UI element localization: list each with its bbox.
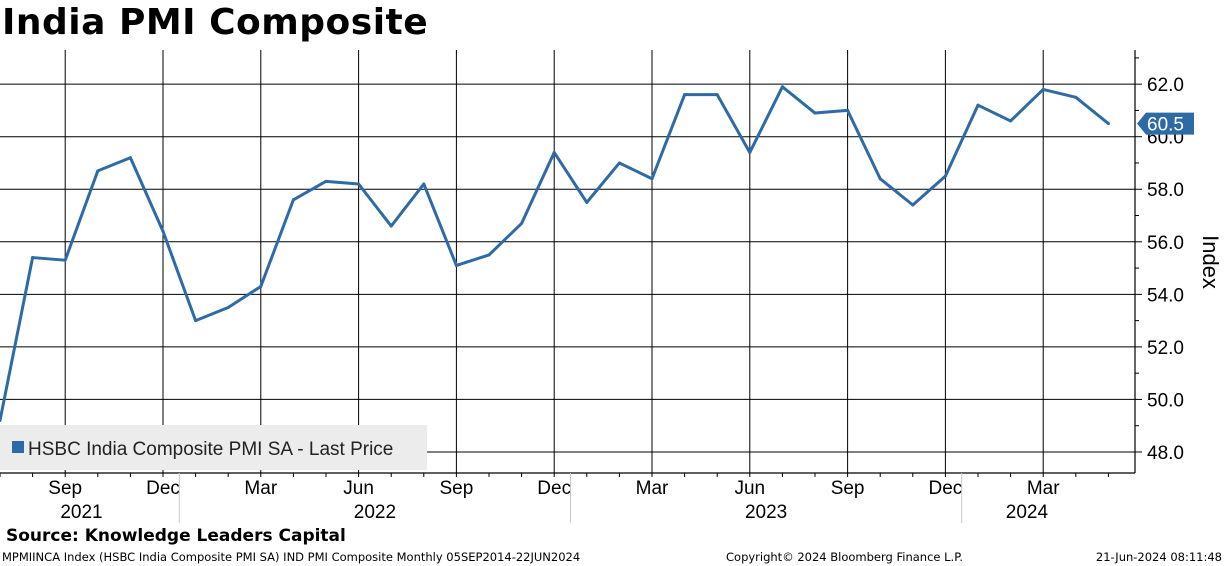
y-tick-label: 62.0 [1147,75,1184,96]
data-point [96,169,100,173]
data-point [780,85,784,89]
y-axis-label: Index [1198,235,1223,289]
data-point [911,203,915,207]
data-point [357,182,361,186]
source-note: Source: Knowledge Leaders Capital [6,526,346,546]
data-point [422,182,426,186]
x-tick-label: Dec [929,478,963,499]
series-layer: 60.5 [0,85,1194,422]
data-point [1009,119,1013,123]
data-point [878,177,882,181]
legend-swatch [12,441,24,453]
x-tick-label: Mar [1027,478,1060,499]
data-point [846,108,850,112]
y-tick-label: 52.0 [1147,338,1184,359]
y-tick-label: 58.0 [1147,180,1184,201]
footer-timestamp: 21-Jun-2024 08:11:48 [1095,550,1222,564]
data-point [943,174,947,178]
x-year-label: 2024 [1006,502,1049,523]
legend-label: HSBC India Composite PMI SA - Last Price [28,439,393,460]
data-point [226,305,230,309]
data-point [650,177,654,181]
data-point [976,103,980,107]
data-point [1106,122,1110,126]
data-point [617,161,621,165]
data-point [128,156,132,160]
x-year-label: 2023 [745,502,787,523]
data-point [291,198,295,202]
x-tick-label: Mar [244,478,277,499]
footer-ticker-info: MPMIINCA Index (HSBC India Composite PMI… [2,550,581,564]
data-point [63,258,67,262]
x-year-label: 2022 [354,502,396,523]
x-tick-label: Mar [636,478,669,499]
data-point [1074,95,1078,99]
y-tick-label: 54.0 [1147,285,1184,306]
data-point [585,200,589,204]
data-point [552,150,556,154]
last-value-tag [1137,112,1194,135]
data-point [259,284,263,288]
data-point [748,150,752,154]
x-tick-label: Sep [48,478,82,499]
x-year-label: 2021 [60,502,102,523]
footer-copyright: Copyright© 2024 Bloomberg Finance L.P. [726,550,963,564]
data-point [715,93,719,97]
chart-title: India PMI Composite [2,2,429,43]
legend: HSBC India Composite PMI SA - Last Price [0,425,427,470]
y-tick-label: 48.0 [1147,443,1184,464]
data-point [161,229,165,233]
data-point [683,93,687,97]
last-value-label: 60.5 [1147,115,1184,136]
data-point [0,418,2,422]
x-tick-label: Jun [734,478,765,499]
data-point [454,263,458,267]
data-point [324,179,328,183]
x-tick-label: Sep [439,478,473,499]
data-point [520,221,524,225]
legend-box [0,425,427,470]
data-point [813,111,817,115]
x-tick-label: Dec [146,478,180,499]
x-tick-label: Dec [537,478,571,499]
data-point [487,253,491,257]
data-point [389,224,393,228]
data-point [194,319,198,323]
data-point [31,256,35,260]
data-point [1041,87,1045,91]
y-tick-label: 50.0 [1147,390,1184,411]
y-tick-label: 56.0 [1147,233,1184,254]
grid-lines [0,50,1135,473]
x-tick-label: Sep [831,478,865,499]
x-tick-label: Jun [343,478,374,499]
